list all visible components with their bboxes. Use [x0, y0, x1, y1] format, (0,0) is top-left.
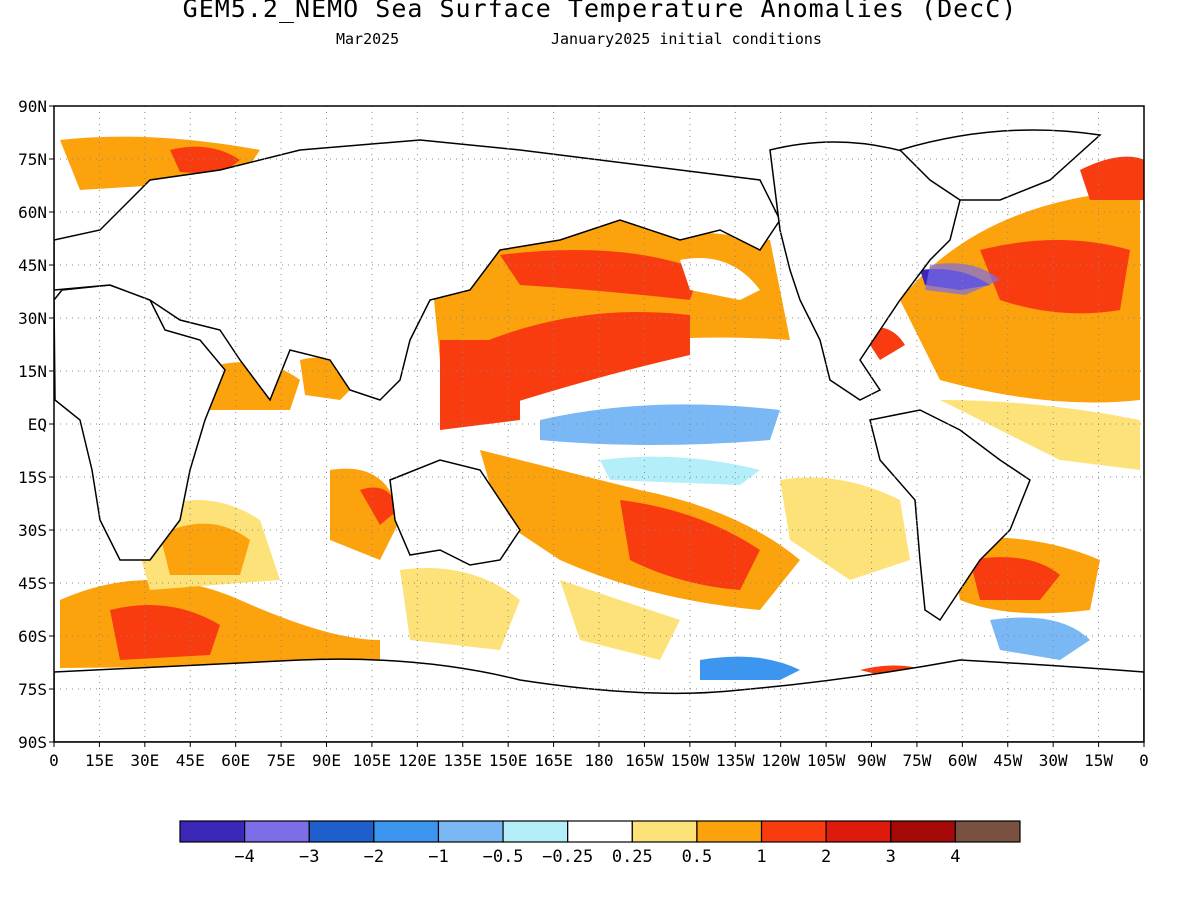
- lon-label: 30W: [1039, 751, 1068, 770]
- lat-label: 75N: [18, 150, 47, 169]
- lat-label: 30S: [18, 521, 47, 540]
- colorbar-tick-label: −4: [234, 847, 254, 867]
- colorbar-tick-label: −0.5: [483, 847, 524, 867]
- lon-label: 105E: [353, 751, 392, 770]
- colorbar-tick-labels: −4 −3 −2 −1 −0.5 −0.25 0.25 0.5 1 2 3 4: [234, 847, 960, 867]
- lon-label: 150W: [671, 751, 710, 770]
- colorbar-tick-label: 2: [821, 847, 831, 867]
- lon-label: 75E: [267, 751, 296, 770]
- lon-label: 90E: [312, 751, 341, 770]
- sst-anomaly-field: [54, 106, 1144, 742]
- forecast-month: Mar2025: [336, 30, 400, 48]
- lat-label: 60S: [18, 627, 47, 646]
- lon-label: 90W: [857, 751, 886, 770]
- map-title: GEM5.2_NEMO Sea Surface Temperature Anom…: [182, 0, 1018, 23]
- lat-label: 90S: [18, 733, 47, 752]
- lon-label: 165E: [534, 751, 573, 770]
- continent-outlines: [54, 129, 1144, 742]
- lat-label: 90N: [18, 97, 47, 116]
- lon-label: 75W: [902, 751, 931, 770]
- axis-ticks: [49, 105, 1145, 747]
- lon-label: 135E: [443, 751, 482, 770]
- lon-label: 15W: [1084, 751, 1113, 770]
- colorbar-swatch: [373, 820, 440, 843]
- initial-conditions: January2025 initial conditions: [551, 30, 822, 48]
- colorbar-tick-label: 3: [886, 847, 896, 867]
- longitude-labels: 0 15E 30E 45E 60E 75E 90E 105E 120E 135E 150E 165E 1…: [49, 751, 1149, 770]
- colorbar-swatch: [631, 820, 698, 843]
- colorbar-swatch: [308, 820, 375, 843]
- colorbar-tick-label: −0.25: [542, 847, 593, 867]
- colorbar-swatch: [244, 820, 310, 843]
- lon-label: 105W: [807, 751, 846, 770]
- lat-lon-grid: [54, 106, 1144, 742]
- colorbar-swatch: [760, 820, 827, 843]
- colorbar-tick-label: 4: [950, 847, 960, 867]
- lat-label: 60N: [18, 203, 47, 222]
- colorbar-swatch: [437, 820, 504, 843]
- lon-label: 165W: [625, 751, 664, 770]
- lat-label: 15N: [18, 362, 47, 381]
- lat-label: 15S: [18, 468, 47, 487]
- lon-label: 135W: [716, 751, 755, 770]
- colorbar-swatch: [502, 820, 569, 843]
- lon-label: 30E: [130, 751, 159, 770]
- lat-label: 45S: [18, 574, 47, 593]
- lon-label: 150E: [489, 751, 528, 770]
- lat-label: 30N: [18, 309, 47, 328]
- colorbar-tick-label: −3: [299, 847, 319, 867]
- latitude-labels: 90N 75N 60N 45N 30N 15N EQ 15S 30S 45S 60S 75S 90S: [18, 97, 47, 752]
- colorbar: [179, 820, 1021, 843]
- colorbar-tick-label: 1: [756, 847, 766, 867]
- colorbar-swatch: [179, 820, 246, 843]
- colorbar-swatch: [954, 820, 1021, 843]
- lat-label: 75S: [18, 680, 47, 699]
- colorbar-swatch: [825, 820, 892, 843]
- colorbar-swatch: [567, 820, 633, 843]
- colorbar-tick-label: −1: [428, 847, 448, 867]
- lon-label: 180: [585, 751, 614, 770]
- lon-label: 45E: [176, 751, 205, 770]
- lon-label: 120W: [761, 751, 800, 770]
- colorbar-tick-label: 0.25: [612, 847, 653, 867]
- lon-label: 15E: [85, 751, 114, 770]
- lon-label: 0: [1139, 751, 1149, 770]
- lon-label: 120E: [398, 751, 437, 770]
- lon-label: 45W: [993, 751, 1022, 770]
- lon-label: 0: [49, 751, 59, 770]
- colorbar-tick-label: −2: [364, 847, 384, 867]
- colorbar-swatch: [696, 820, 763, 843]
- lat-label: EQ: [28, 415, 47, 434]
- lat-label: 45N: [18, 256, 47, 275]
- lon-label: 60W: [948, 751, 977, 770]
- colorbar-swatch: [890, 820, 956, 843]
- colorbar-tick-label: 0.5: [682, 847, 713, 867]
- lon-label: 60E: [221, 751, 250, 770]
